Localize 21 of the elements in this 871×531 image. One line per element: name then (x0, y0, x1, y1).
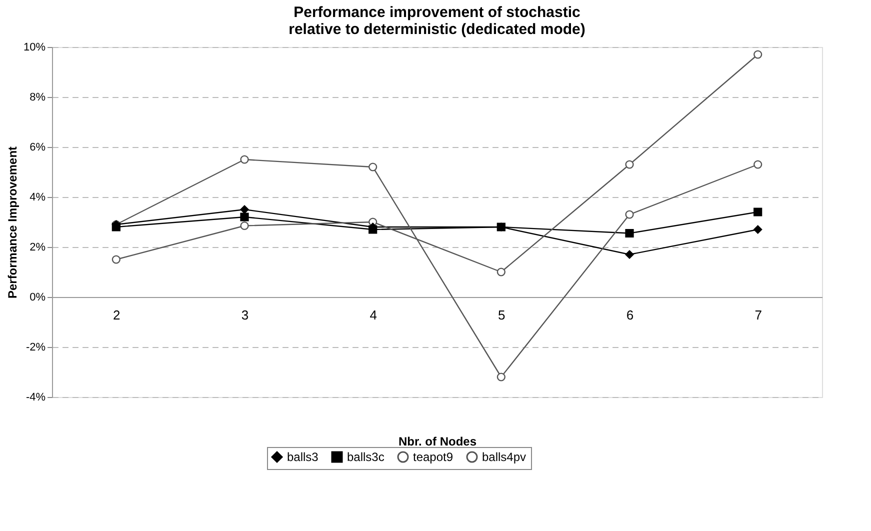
y-tick-label: -4% (26, 392, 46, 404)
y-tick-label: 10% (23, 42, 46, 54)
x-tick-label: 4 (370, 308, 377, 322)
x-tick-label: 7 (754, 308, 762, 322)
y-tick-label: 0% (30, 292, 46, 304)
y-axis-title: Performance Improvement (5, 146, 20, 299)
y-tick-label: -2% (26, 342, 46, 354)
x-tick-label: 2 (113, 308, 120, 322)
legend-label: teapot9 (413, 450, 454, 464)
y-tick-label: 4% (30, 192, 46, 204)
x-tick-label: 5 (498, 308, 506, 322)
chart-title: Performance improvement of stochastic relative to deterministic (dedicated mode) (288, 4, 586, 38)
y-tick-label: 8% (30, 92, 46, 104)
x-tick-label: 3 (241, 308, 249, 322)
legend-label: balls4pv (482, 450, 526, 464)
x-axis-title: Nbr. of Nodes (398, 434, 477, 448)
y-tick-label: 2% (30, 242, 46, 254)
x-tick-label: 6 (626, 308, 634, 322)
legend-label: balls3 (287, 450, 319, 464)
y-tick-label: 6% (30, 142, 46, 154)
legend-label: balls3c (347, 450, 384, 464)
